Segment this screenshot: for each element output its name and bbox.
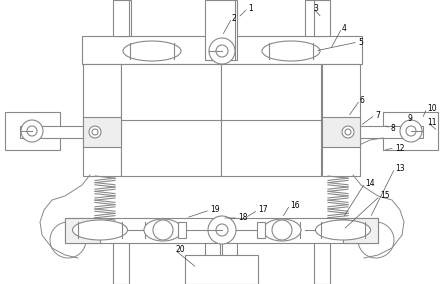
Text: 15: 15 xyxy=(380,191,390,201)
Bar xyxy=(221,64,321,176)
Ellipse shape xyxy=(315,220,370,240)
Bar xyxy=(222,0,237,60)
Text: 11: 11 xyxy=(427,118,436,126)
Text: 14: 14 xyxy=(365,179,375,187)
Bar xyxy=(121,64,221,176)
Text: 13: 13 xyxy=(395,164,404,172)
Text: 12: 12 xyxy=(395,143,404,153)
Bar xyxy=(305,0,320,36)
Bar xyxy=(207,0,222,60)
Bar xyxy=(116,0,131,36)
Ellipse shape xyxy=(262,41,320,61)
Circle shape xyxy=(272,220,292,240)
Text: 4: 4 xyxy=(342,24,347,32)
Circle shape xyxy=(153,220,173,240)
Bar xyxy=(113,243,129,284)
Bar xyxy=(383,112,438,150)
Bar xyxy=(314,0,330,36)
Text: 10: 10 xyxy=(427,103,437,112)
Text: 18: 18 xyxy=(238,214,248,222)
Circle shape xyxy=(406,126,416,136)
Bar xyxy=(257,222,265,238)
Text: 3: 3 xyxy=(313,3,318,12)
Bar xyxy=(65,218,100,243)
Circle shape xyxy=(216,45,228,57)
Circle shape xyxy=(209,38,235,64)
Bar xyxy=(205,243,220,284)
Ellipse shape xyxy=(263,219,301,241)
Circle shape xyxy=(21,120,43,142)
Text: 20: 20 xyxy=(175,245,185,254)
Circle shape xyxy=(400,120,422,142)
Bar xyxy=(343,218,378,243)
Circle shape xyxy=(208,216,236,244)
Bar xyxy=(82,36,362,64)
Circle shape xyxy=(27,126,37,136)
Circle shape xyxy=(345,129,351,135)
Bar xyxy=(65,218,378,243)
Bar xyxy=(322,117,360,147)
Text: 9: 9 xyxy=(408,114,413,122)
Ellipse shape xyxy=(123,41,181,61)
Bar xyxy=(178,222,186,238)
Ellipse shape xyxy=(144,219,182,241)
Circle shape xyxy=(216,224,228,236)
Ellipse shape xyxy=(73,220,128,240)
Bar xyxy=(322,64,360,176)
Circle shape xyxy=(89,126,101,138)
Bar xyxy=(205,0,235,60)
Bar xyxy=(314,243,330,284)
Bar xyxy=(113,0,129,36)
Bar xyxy=(83,64,121,176)
Text: 17: 17 xyxy=(258,206,268,214)
Text: 7: 7 xyxy=(375,110,380,120)
Bar xyxy=(360,126,423,138)
Bar xyxy=(185,255,258,284)
Text: 6: 6 xyxy=(360,95,365,105)
Text: 8: 8 xyxy=(391,124,396,133)
Text: 2: 2 xyxy=(232,14,237,22)
Bar xyxy=(222,243,237,284)
Text: 1: 1 xyxy=(248,3,253,12)
Bar xyxy=(5,112,60,150)
Bar xyxy=(20,126,83,138)
Text: 19: 19 xyxy=(210,206,220,214)
Text: 16: 16 xyxy=(290,201,299,210)
Bar xyxy=(83,117,121,147)
Circle shape xyxy=(342,126,354,138)
Circle shape xyxy=(92,129,98,135)
Text: 5: 5 xyxy=(358,37,363,47)
